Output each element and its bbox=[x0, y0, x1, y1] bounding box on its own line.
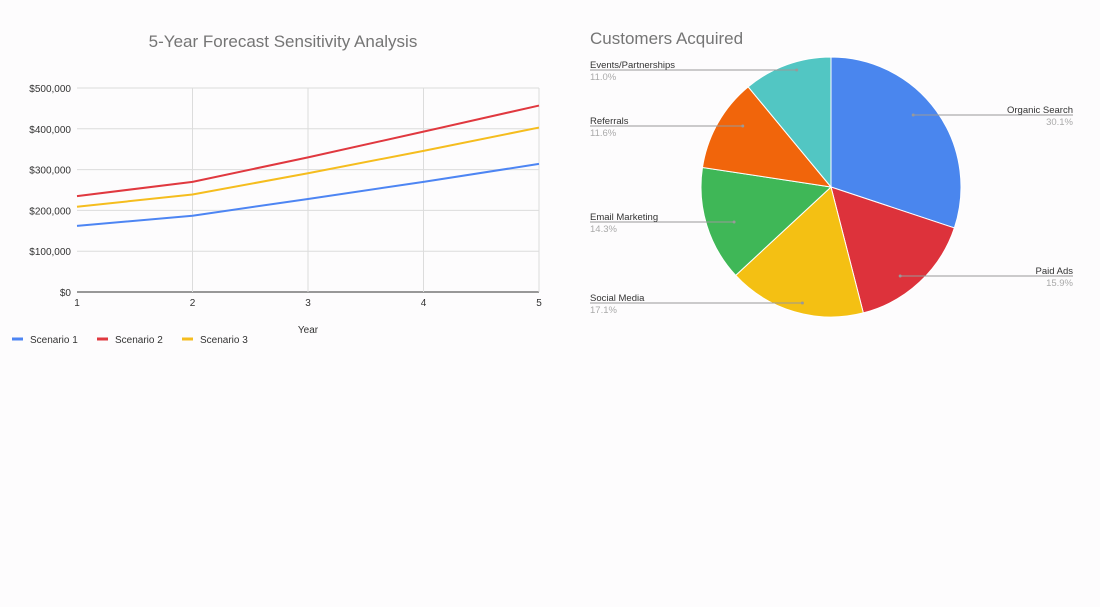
y-tick-label: $200,000 bbox=[29, 206, 71, 217]
slice-label: Email Marketing bbox=[590, 212, 658, 223]
y-tick-label: $100,000 bbox=[29, 247, 71, 258]
pie-slice-events-partnerships[interactable] bbox=[747, 56, 832, 189]
pie-slice-referrals[interactable] bbox=[701, 86, 833, 188]
line-chart-title: 5-Year Forecast Sensitivity Analysis bbox=[149, 32, 418, 51]
slice-label: Paid Ads bbox=[1036, 266, 1074, 277]
pie-slice-email-marketing[interactable] bbox=[700, 166, 833, 277]
pie-slice-social-media[interactable] bbox=[734, 186, 864, 318]
slice-label: Events/Partnerships bbox=[590, 60, 675, 71]
x-tick-label: 5 bbox=[536, 298, 542, 309]
y-tick-label: $500,000 bbox=[29, 84, 71, 95]
pie-slice-paid-ads[interactable] bbox=[830, 186, 956, 314]
x-tick-label: 2 bbox=[190, 298, 196, 309]
series-line-scenario-1[interactable] bbox=[76, 162, 540, 227]
series-line-scenario-3[interactable] bbox=[76, 126, 540, 208]
x-tick-label: 4 bbox=[421, 298, 427, 309]
y-tick-label: $300,000 bbox=[29, 166, 71, 177]
y-tick-label: $400,000 bbox=[29, 125, 71, 136]
series-line-scenario-2[interactable] bbox=[76, 104, 540, 198]
legend-label[interactable]: Scenario 2 bbox=[115, 335, 163, 346]
x-tick-label: 1 bbox=[74, 298, 80, 309]
slice-percent: 11.0% bbox=[590, 72, 617, 83]
legend-label[interactable]: Scenario 3 bbox=[200, 335, 248, 346]
pie-slice-organic-search[interactable] bbox=[830, 56, 962, 229]
slice-percent: 14.3% bbox=[590, 224, 617, 235]
slice-percent: 15.9% bbox=[1046, 278, 1073, 289]
x-tick-label: 3 bbox=[305, 298, 311, 309]
slice-label: Organic Search bbox=[1007, 105, 1073, 116]
slice-percent: 30.1% bbox=[1046, 117, 1073, 128]
y-tick-label: $0 bbox=[60, 288, 72, 299]
pie-chart-title: Customers Acquired bbox=[590, 29, 743, 48]
slice-percent: 17.1% bbox=[590, 305, 617, 316]
legend-label[interactable]: Scenario 1 bbox=[30, 335, 78, 346]
x-axis-label: Year bbox=[298, 325, 319, 336]
slice-label: Referrals bbox=[590, 116, 629, 127]
slice-percent: 11.6% bbox=[590, 128, 617, 139]
line-chart: 5-Year Forecast Sensitivity Analysis $0 $… bbox=[12, 32, 542, 346]
slice-label: Social Media bbox=[590, 293, 645, 304]
